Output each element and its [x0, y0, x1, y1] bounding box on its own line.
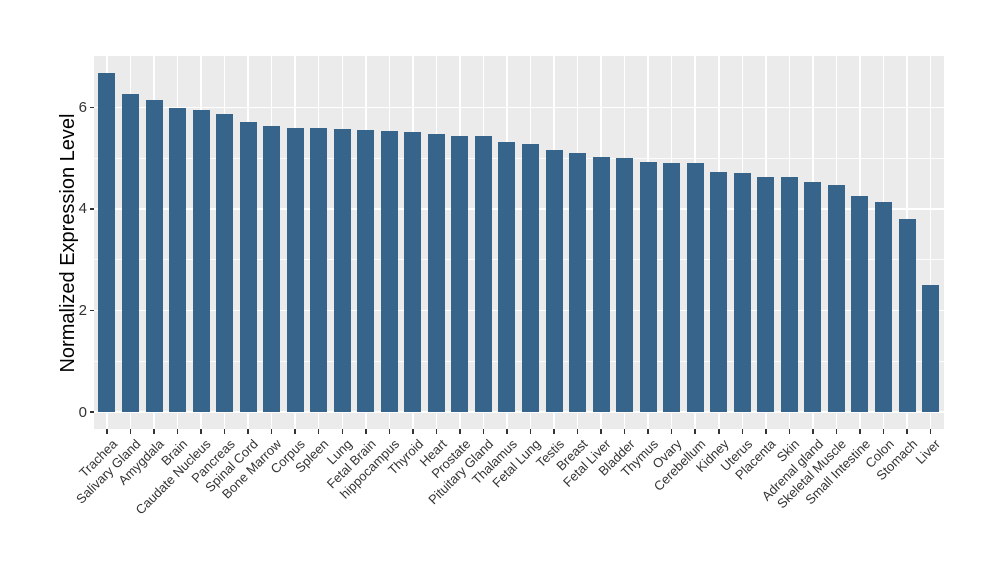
- bar: [663, 163, 681, 413]
- x-tick-mark: [718, 429, 720, 434]
- bar: [239, 122, 257, 413]
- y-tick-mark: [89, 208, 94, 210]
- x-tick-mark: [341, 429, 343, 434]
- x-tick-mark: [600, 429, 602, 434]
- y-tick-label: 2: [78, 302, 87, 320]
- x-tick-mark: [576, 429, 579, 434]
- minor-gridline: [94, 361, 944, 362]
- vertical-gridline: [929, 56, 932, 429]
- x-tick-mark: [506, 429, 508, 434]
- bar: [263, 126, 281, 413]
- x-tick-mark: [435, 429, 438, 434]
- x-tick-mark: [529, 429, 532, 434]
- bar: [569, 153, 587, 413]
- y-axis-title: Normalized Expression Level: [57, 112, 79, 373]
- bar: [498, 142, 516, 413]
- bar: [545, 150, 563, 413]
- y-tick-label: 0: [78, 403, 87, 421]
- x-tick-mark: [788, 429, 791, 434]
- bar: [898, 218, 916, 413]
- x-tick-mark: [270, 429, 273, 434]
- y-tick-mark: [89, 106, 94, 109]
- bar: [804, 181, 822, 413]
- x-tick-mark: [247, 429, 249, 434]
- bar: [922, 285, 940, 413]
- x-tick-mark: [223, 429, 226, 434]
- bar: [192, 109, 210, 413]
- x-tick-mark: [153, 429, 155, 434]
- major-gridline: [94, 106, 944, 109]
- bar: [286, 127, 304, 413]
- x-tick-mark: [647, 429, 649, 434]
- x-tick-mark: [929, 429, 932, 434]
- y-tick-mark: [89, 411, 94, 413]
- bar: [357, 130, 375, 413]
- bar: [780, 177, 798, 413]
- bar: [710, 172, 728, 413]
- x-tick-mark: [294, 429, 296, 434]
- x-tick-mark: [741, 429, 744, 434]
- bar: [451, 135, 469, 413]
- bar: [639, 162, 657, 413]
- bar: [686, 163, 704, 413]
- bar: [592, 156, 610, 413]
- major-gridline: [94, 208, 944, 210]
- x-tick-mark: [694, 429, 696, 434]
- x-tick-mark: [623, 429, 626, 434]
- bar: [310, 127, 328, 413]
- x-tick-mark: [670, 429, 673, 434]
- x-tick-mark: [835, 429, 838, 434]
- bar: [851, 196, 869, 413]
- bar: [145, 100, 163, 413]
- x-tick-mark: [906, 429, 908, 434]
- x-tick-mark: [200, 429, 202, 434]
- bar: [98, 73, 116, 413]
- x-tick-mark: [553, 429, 555, 434]
- x-tick-mark: [459, 429, 461, 434]
- x-tick-label: Liver: [912, 435, 944, 467]
- bar: [427, 134, 445, 413]
- bar: [380, 131, 398, 413]
- minor-gridline: [94, 157, 944, 159]
- y-tick-label: 4: [78, 200, 87, 218]
- x-tick-mark: [482, 429, 485, 434]
- plot-panel: [94, 56, 944, 429]
- bar: [733, 172, 751, 413]
- bar: [216, 113, 234, 413]
- bar: [121, 94, 139, 413]
- major-gridline: [94, 309, 944, 312]
- x-tick-mark: [412, 429, 414, 434]
- bar: [522, 144, 540, 413]
- y-tick-mark: [89, 309, 94, 312]
- x-tick-mark: [176, 429, 179, 434]
- x-tick-mark: [859, 429, 861, 434]
- bar: [333, 128, 351, 413]
- x-tick-mark: [317, 429, 320, 434]
- x-tick-mark: [365, 429, 367, 434]
- x-tick-mark: [106, 429, 108, 434]
- bar: [827, 184, 845, 413]
- bar: [404, 132, 422, 413]
- bar: [874, 202, 892, 413]
- y-tick-label: 6: [78, 98, 87, 116]
- bar: [616, 157, 634, 413]
- x-tick-mark: [388, 429, 391, 434]
- minor-gridline: [94, 259, 944, 261]
- bar: [474, 136, 492, 413]
- bar: [757, 177, 775, 413]
- major-gridline: [94, 411, 944, 413]
- x-tick-mark: [882, 429, 885, 434]
- x-tick-mark: [765, 429, 767, 434]
- x-tick-mark: [812, 429, 814, 434]
- x-tick-mark: [129, 429, 132, 434]
- bar: [169, 107, 187, 413]
